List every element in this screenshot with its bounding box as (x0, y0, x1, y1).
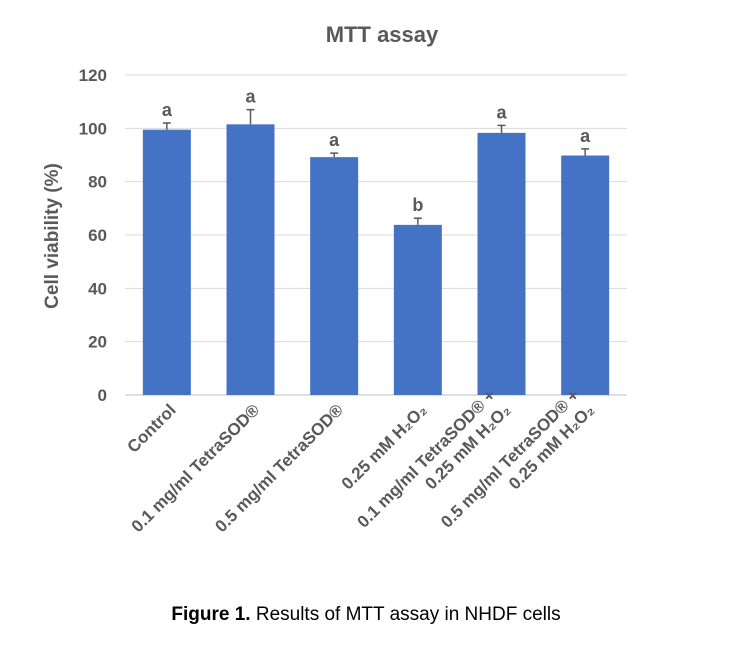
significance-label-0: a (162, 100, 173, 120)
y-tick-label-20: 20 (88, 333, 107, 352)
y-tick-label-80: 80 (88, 173, 107, 192)
chart-title: MTT assay (326, 22, 439, 47)
significance-label-3: b (412, 195, 423, 215)
bar-2 (310, 157, 359, 395)
y-axis-ticks: 0 20 40 60 80 100 120 (79, 66, 107, 405)
significance-label-1: a (245, 87, 256, 107)
category-label-0-line-0: Control (123, 400, 179, 456)
y-tick-label-120: 120 (79, 66, 107, 85)
bar-0 (142, 129, 191, 395)
significance-label-5: a (580, 126, 591, 146)
significance-label-2: a (329, 130, 340, 150)
y-tick-label-0: 0 (98, 386, 107, 405)
y-axis-label: Cell viability (%) (42, 163, 63, 309)
figure-caption: Figure 1. Results of MTT assay in NHDF c… (0, 604, 732, 626)
mtt-assay-bar-chart: MTT assay Cell viability (%) 0 20 40 60 80 10… (42, 22, 627, 536)
bars: a a a b a a (142, 87, 610, 395)
gridlines (125, 74, 627, 396)
significance-label-4: a (496, 102, 507, 122)
bar-5 (561, 155, 610, 395)
bar-4 (477, 132, 526, 395)
bar-3 (393, 224, 442, 395)
bar-1 (226, 124, 275, 395)
figure-caption-text: Results of MTT assay in NHDF cells (250, 604, 561, 625)
category-label-0: Control (123, 400, 179, 456)
y-tick-label-40: 40 (88, 279, 107, 298)
figure-caption-label: Figure 1. (171, 604, 251, 625)
y-tick-label-60: 60 (88, 226, 107, 245)
y-tick-label-100: 100 (79, 119, 107, 138)
